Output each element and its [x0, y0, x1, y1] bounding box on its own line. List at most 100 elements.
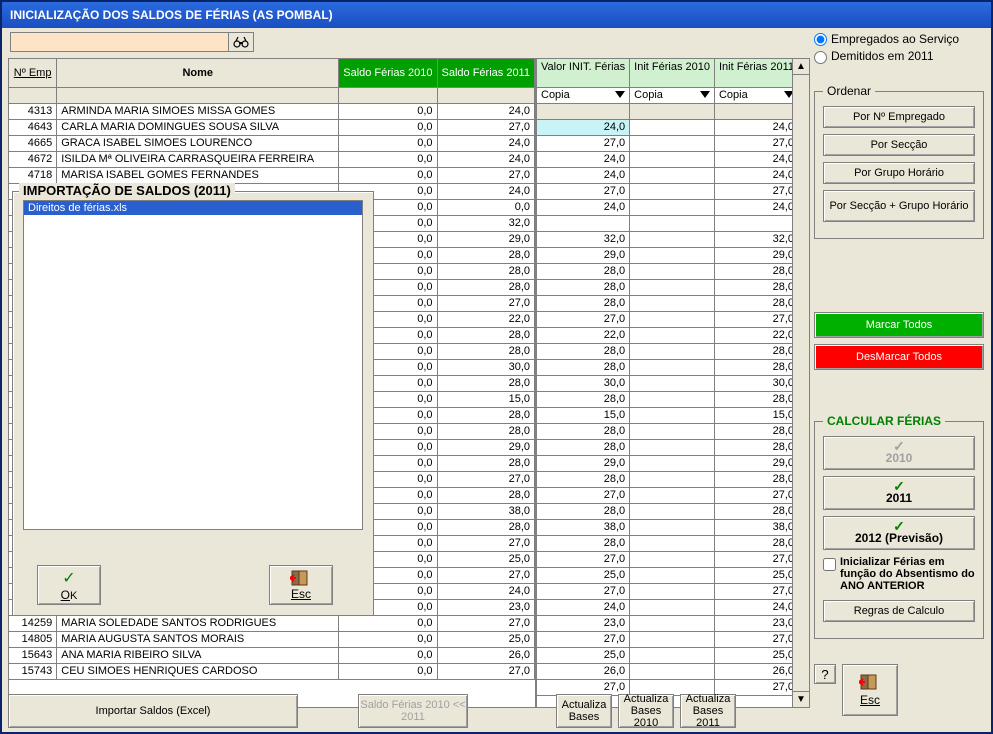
- copia-dropdown-3[interactable]: Copia: [714, 87, 794, 103]
- table-row[interactable]: 26,026,0: [537, 663, 794, 679]
- help-button[interactable]: ?: [814, 664, 836, 684]
- table-row[interactable]: 24,024,0: [537, 167, 794, 183]
- table-row[interactable]: 27,027,0: [537, 551, 794, 567]
- sort-seccao-grupo-button[interactable]: Por Secção + Grupo Horário: [823, 190, 975, 222]
- table-row[interactable]: 4643CARLA MARIA DOMINGUES SOUSA SILVA0,0…: [9, 119, 535, 135]
- table-row[interactable]: 28,028,0: [537, 535, 794, 551]
- table-row[interactable]: 27,027,0: [537, 487, 794, 503]
- table-row[interactable]: 28,028,0: [537, 263, 794, 279]
- table-row[interactable]: 30,030,0: [537, 375, 794, 391]
- file-list-item[interactable]: Direitos de férias.xls: [24, 201, 362, 215]
- table-row[interactable]: 25,025,0: [537, 567, 794, 583]
- esc-button[interactable]: Esc: [842, 664, 898, 716]
- scroll-up-icon[interactable]: ▲: [793, 59, 809, 75]
- init-absentismo-checkbox[interactable]: Inicializar Férias em função do Absentis…: [823, 556, 975, 592]
- radio-empregados[interactable]: Empregados ao Serviço: [814, 32, 959, 46]
- col-init-2011: Init Férias 2011: [714, 59, 794, 87]
- chevron-down-icon: [615, 91, 625, 98]
- table-row[interactable]: 28,028,0: [537, 343, 794, 359]
- table-row[interactable]: 28,028,0: [537, 471, 794, 487]
- file-list[interactable]: Direitos de férias.xls: [23, 200, 363, 530]
- col-emp: Nº Emp: [14, 67, 52, 79]
- copia-dropdown-2[interactable]: Copia: [630, 87, 715, 103]
- dialog-esc-button[interactable]: Esc: [269, 565, 333, 605]
- scrollbar[interactable]: ▲ ▼: [792, 58, 810, 708]
- table-row[interactable]: [537, 103, 794, 119]
- ordenar-fieldset: Ordenar Por Nº Empregado Por Secção Por …: [814, 84, 984, 239]
- table-row[interactable]: 24,024,0: [537, 119, 794, 135]
- table-row[interactable]: 22,022,0: [537, 327, 794, 343]
- title-bar: INICIALIZAÇÃO DOS SALDOS DE FÉRIAS (AS P…: [2, 2, 991, 28]
- import-dialog: IMPORTAÇÃO DE SALDOS (2011) Direitos de …: [12, 191, 374, 616]
- actualiza-bases-2010-button[interactable]: Actualiza Bases 2010: [618, 694, 674, 728]
- table-row[interactable]: 4718MARISA ISABEL GOMES FERNANDES0,027,0: [9, 167, 535, 183]
- table-row[interactable]: 28,028,0: [537, 391, 794, 407]
- radio-demitidos-input[interactable]: [814, 51, 827, 64]
- binoculars-icon[interactable]: [228, 32, 254, 52]
- calc-2011-button[interactable]: ✓2011: [823, 476, 975, 510]
- table-row[interactable]: 15643ANA MARIA RIBEIRO SILVA0,026,0: [9, 647, 535, 663]
- radio-empregados-input[interactable]: [814, 33, 827, 46]
- exit-icon: [859, 673, 881, 691]
- col-saldo-2010: Saldo Férias 2010: [339, 59, 437, 87]
- table-row[interactable]: 27,027,0: [537, 183, 794, 199]
- table-row[interactable]: 24,024,0: [537, 151, 794, 167]
- search-input[interactable]: [10, 32, 228, 52]
- actualiza-bases-2011-button[interactable]: Actualiza Bases 2011: [680, 694, 736, 728]
- table-row[interactable]: 23,023,0: [537, 615, 794, 631]
- table-row[interactable]: 28,028,0: [537, 295, 794, 311]
- table-row[interactable]: 28,028,0: [537, 279, 794, 295]
- radio-demitidos[interactable]: Demitidos em 2011: [814, 49, 959, 63]
- table-row[interactable]: 24,024,0: [537, 599, 794, 615]
- ordenar-legend: Ordenar: [823, 84, 875, 98]
- calcular-fieldset: CALCULAR FÉRIAS ✓2010 ✓2011 ✓2012 (Previ…: [814, 414, 984, 639]
- window-title: INICIALIZAÇÃO DOS SALDOS DE FÉRIAS (AS P…: [10, 8, 333, 22]
- table-row[interactable]: 4313ARMINDA MARIA SIMOES MISSA GOMES0,02…: [9, 103, 535, 119]
- copia-dropdown-1[interactable]: Copia: [537, 87, 630, 103]
- table-row[interactable]: 28,028,0: [537, 503, 794, 519]
- table-row[interactable]: 27,027,0: [537, 311, 794, 327]
- table-row[interactable]: 15,015,0: [537, 407, 794, 423]
- check-icon: ✓: [62, 568, 75, 588]
- table-row[interactable]: 24,024,0: [537, 199, 794, 215]
- saldo-copy-button[interactable]: Saldo Férias 2010 << 2011: [358, 694, 468, 728]
- dialog-ok-button[interactable]: ✓ OK: [37, 565, 101, 605]
- table-row[interactable]: [537, 215, 794, 231]
- table-row[interactable]: 15743CEU SIMOES HENRIQUES CARDOSO0,027,0: [9, 663, 535, 679]
- chevron-down-icon: [700, 91, 710, 98]
- import-excel-button[interactable]: Importar Saldos (Excel): [8, 694, 298, 728]
- mark-all-button[interactable]: Marcar Todos: [814, 312, 984, 338]
- sort-grupo-button[interactable]: Por Grupo Horário: [823, 162, 975, 184]
- table-row[interactable]: 4665GRACA ISABEL SIMOES LOURENCO0,024,0: [9, 135, 535, 151]
- table-row[interactable]: 28,028,0: [537, 359, 794, 375]
- table-row[interactable]: 28,028,0: [537, 423, 794, 439]
- table-row[interactable]: 27,027,0: [537, 583, 794, 599]
- dialog-title: IMPORTAÇÃO DE SALDOS (2011): [19, 183, 235, 198]
- table-row[interactable]: 25,025,0: [537, 647, 794, 663]
- table-row[interactable]: 4672ISILDA Mª OLIVEIRA CARRASQUEIRA FERR…: [9, 151, 535, 167]
- col-name: Nome: [57, 59, 339, 87]
- table-row[interactable]: 38,038,0: [537, 519, 794, 535]
- calcular-legend: CALCULAR FÉRIAS: [823, 414, 945, 428]
- calc-2012-button[interactable]: ✓2012 (Previsão): [823, 516, 975, 550]
- table-row[interactable]: 28,028,0: [537, 439, 794, 455]
- ferias-grid[interactable]: Valor INIT. Férias Init Férias 2010 Init…: [536, 58, 794, 708]
- unmark-all-button[interactable]: DesMarcar Todos: [814, 344, 984, 370]
- app-window: INICIALIZAÇÃO DOS SALDOS DE FÉRIAS (AS P…: [0, 0, 993, 734]
- sort-emp-button[interactable]: Por Nº Empregado: [823, 106, 975, 128]
- exit-icon: [290, 569, 312, 587]
- actualiza-bases-button[interactable]: Actualiza Bases: [556, 694, 612, 728]
- table-row[interactable]: 27,027,0: [537, 135, 794, 151]
- table-row[interactable]: 27,027,0: [537, 631, 794, 647]
- sort-seccao-button[interactable]: Por Secção: [823, 134, 975, 156]
- table-row[interactable]: 29,029,0: [537, 455, 794, 471]
- col-saldo-2011: Saldo Férias 2011: [437, 59, 534, 87]
- calc-2010-button[interactable]: ✓2010: [823, 436, 975, 470]
- table-row[interactable]: 14259MARIA SOLEDADE SANTOS RODRIGUES0,02…: [9, 615, 535, 631]
- col-vinit: Valor INIT. Férias: [537, 59, 630, 87]
- table-row[interactable]: 14805MARIA AUGUSTA SANTOS MORAIS0,025,0: [9, 631, 535, 647]
- table-row[interactable]: 32,032,0: [537, 231, 794, 247]
- regras-button[interactable]: Regras de Calculo: [823, 600, 975, 622]
- table-row[interactable]: [9, 87, 535, 103]
- table-row[interactable]: 29,029,0: [537, 247, 794, 263]
